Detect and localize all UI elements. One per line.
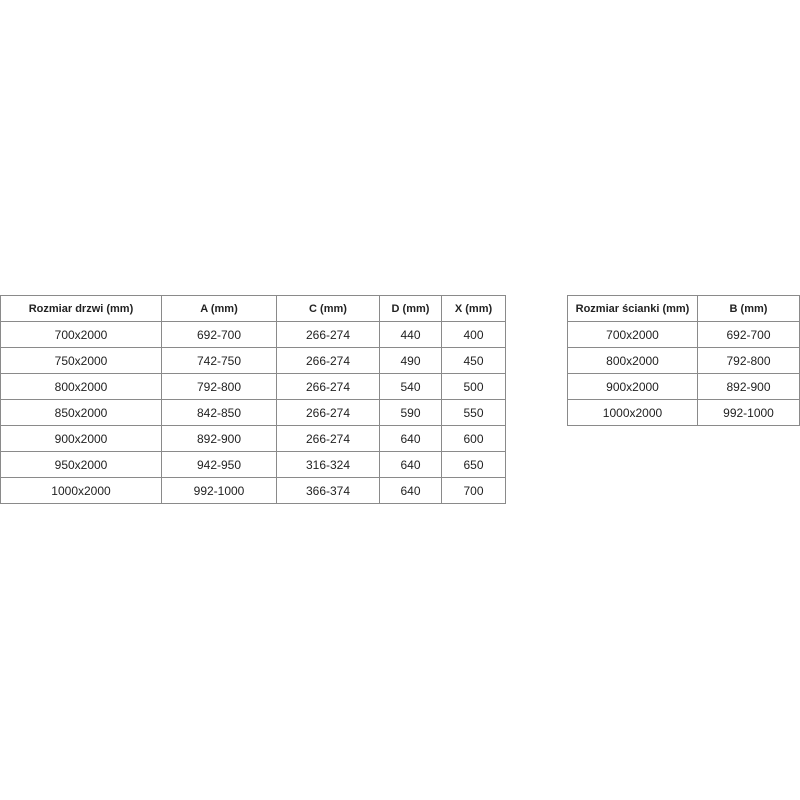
column-header: C (mm): [276, 295, 380, 322]
table-cell: 316-324: [276, 451, 380, 478]
column-header: D (mm): [379, 295, 442, 322]
table-cell: 540: [379, 373, 442, 400]
column-header: A (mm): [161, 295, 277, 322]
table-cell: 792-800: [697, 347, 800, 374]
table-cell: 366-374: [276, 477, 380, 504]
table-cell: 640: [379, 425, 442, 452]
table-cell: 842-850: [161, 399, 277, 426]
table-cell: 992-1000: [161, 477, 277, 504]
table-cell: 950x2000: [0, 451, 162, 478]
table-cell: 700x2000: [567, 321, 698, 348]
table-cell: 800x2000: [0, 373, 162, 400]
table-cell: 792-800: [161, 373, 277, 400]
table-row: 950x2000 942-950 316-324 640 650: [0, 451, 506, 478]
door-size-table: Rozmiar drzwi (mm) A (mm) C (mm) D (mm) X (m…: [0, 295, 506, 504]
column-header: B (mm): [697, 295, 800, 322]
table-cell: 1000x2000: [567, 399, 698, 426]
table-cell: 550: [441, 399, 506, 426]
table-cell: 1000x2000: [0, 477, 162, 504]
table-cell: 590: [379, 399, 442, 426]
column-header: Rozmiar drzwi (mm): [0, 295, 162, 322]
table-row: 1000x2000 992-1000 366-374 640 700: [0, 477, 506, 504]
table-cell: 500: [441, 373, 506, 400]
table-row: 700x2000 692-700: [567, 321, 800, 348]
table-row: 700x2000 692-700 266-274 440 400: [0, 321, 506, 348]
table-row: 750x2000 742-750 266-274 490 450: [0, 347, 506, 374]
table-cell: 640: [379, 477, 442, 504]
column-header: Rozmiar ścianki (mm): [567, 295, 698, 322]
table-header: Rozmiar drzwi (mm) A (mm) C (mm) D (mm) X (m…: [0, 295, 506, 322]
table-cell: 892-900: [697, 373, 800, 400]
table-row: 1000x2000 992-1000: [567, 399, 800, 426]
table-cell: 266-274: [276, 399, 380, 426]
table-cell: 266-274: [276, 425, 380, 452]
table-cell: 750x2000: [0, 347, 162, 374]
table-cell: 440: [379, 321, 442, 348]
table-cell: 700x2000: [0, 321, 162, 348]
table-cell: 400: [441, 321, 506, 348]
table-row: 850x2000 842-850 266-274 590 550: [0, 399, 506, 426]
table-cell: 692-700: [161, 321, 277, 348]
table-row: 800x2000 792-800: [567, 347, 800, 374]
table-cell: 700: [441, 477, 506, 504]
table-cell: 900x2000: [567, 373, 698, 400]
table-cell: 650: [441, 451, 506, 478]
table-cell: 800x2000: [567, 347, 698, 374]
header-row: Rozmiar drzwi (mm) A (mm) C (mm) D (mm) X (m…: [0, 295, 506, 322]
table-header: Rozmiar ścianki (mm) B (mm): [567, 295, 800, 322]
table-row: 800x2000 792-800 266-274 540 500: [0, 373, 506, 400]
table-row: 900x2000 892-900 266-274 640 600: [0, 425, 506, 452]
table-row: 900x2000 892-900: [567, 373, 800, 400]
table-cell: 266-274: [276, 347, 380, 374]
table-cell: 892-900: [161, 425, 277, 452]
table-cell: 942-950: [161, 451, 277, 478]
table-cell: 490: [379, 347, 442, 374]
table-cell: 450: [441, 347, 506, 374]
table-cell: 850x2000: [0, 399, 162, 426]
wall-size-table: Rozmiar ścianki (mm) B (mm) 700x2000 692-7…: [567, 295, 800, 426]
table-cell: 266-274: [276, 321, 380, 348]
table-cell: 692-700: [697, 321, 800, 348]
table-cell: 640: [379, 451, 442, 478]
column-header: X (mm): [441, 295, 506, 322]
table-cell: 992-1000: [697, 399, 800, 426]
header-row: Rozmiar ścianki (mm) B (mm): [567, 295, 800, 322]
table-cell: 266-274: [276, 373, 380, 400]
table-cell: 742-750: [161, 347, 277, 374]
table-cell: 600: [441, 425, 506, 452]
table-cell: 900x2000: [0, 425, 162, 452]
